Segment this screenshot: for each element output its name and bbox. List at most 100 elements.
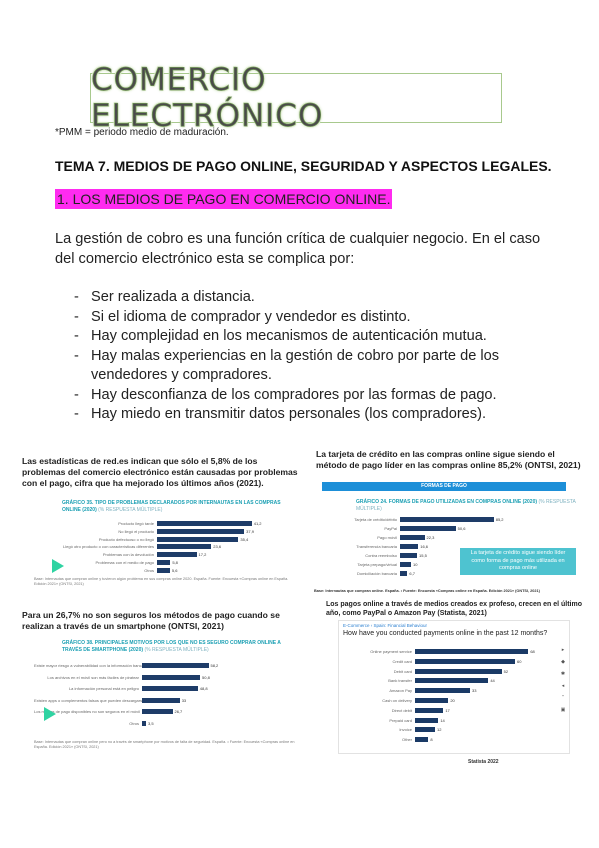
bar — [157, 552, 197, 558]
bar-value: 20 — [450, 698, 455, 703]
bar-value: 5,6 — [171, 567, 178, 573]
list-item: - Hay desconfianza de los compradores por… — [74, 386, 497, 403]
bar-row: Otros 5,6 — [62, 567, 177, 574]
bar-row: Prepaid card 14 — [345, 717, 445, 724]
bar — [415, 658, 515, 664]
chart-title: GRÁFICO 35. TIPO DE PROBLEMAS DECLARADOS… — [62, 500, 281, 513]
bar-row: Llegó otro producto o con característica… — [62, 543, 221, 550]
bar-label: Otros — [129, 720, 139, 726]
bar — [142, 674, 201, 680]
bar-label: Amazon Pay — [389, 688, 412, 694]
bar-value: 35,4 — [240, 536, 249, 542]
pmm-note: *PMM = periodo medio de maduración. — [55, 127, 229, 138]
bar-label: Los medios de pago disponibles no son se… — [34, 709, 140, 714]
settings-icon[interactable]: ✱ — [560, 671, 566, 677]
bar-value: 8 — [430, 737, 433, 743]
bar-row: Pago móvil 22,3 — [322, 534, 434, 541]
bar — [157, 528, 245, 534]
panel-caption: La tarjeta de crédito en las compras onl… — [316, 449, 581, 470]
bar-value: 17,2 — [198, 552, 207, 558]
bar-label: Direct debit — [391, 707, 412, 713]
bar-value: 50,6 — [457, 526, 466, 531]
bar-label: Online payment service — [370, 649, 412, 654]
bar — [415, 737, 429, 743]
bar-label: Tarjeta prepago/virtual — [357, 562, 397, 567]
bar-value: 60 — [517, 658, 522, 664]
bar — [142, 697, 180, 703]
bar-value: 23,6 — [213, 544, 222, 550]
bar-label: Domiciliación bancaria — [356, 571, 397, 576]
bar-row: Amazon Pay 33 — [345, 687, 476, 694]
statista-screenshot: E-Commerce › Spain: Financial Behaviour … — [338, 620, 570, 754]
bar-row: Domiciliación bancaria 6,7 — [322, 570, 415, 577]
pin-icon[interactable]: ▸ — [561, 647, 565, 653]
bar — [400, 562, 411, 567]
bell-icon[interactable]: ◆ — [561, 659, 565, 665]
bar-value: 12 — [437, 727, 442, 733]
bar-row: Other 8 — [345, 736, 433, 743]
bar-row: Tarjeta prepago/virtual 10 — [322, 561, 417, 568]
bar-row: Cash on delivery 20 — [345, 697, 455, 704]
bar-label: Cash on delivery — [382, 698, 412, 703]
share-icon[interactable]: ◂ — [561, 683, 565, 689]
bar-label: Problemas con el medio de pago — [95, 560, 154, 565]
bar — [142, 686, 198, 691]
panel-caption: Para un 26,7% no son seguros los métodos… — [22, 610, 280, 631]
bar-label: Debit card — [393, 668, 412, 674]
print-icon[interactable]: ▣ — [560, 707, 566, 713]
bar-row: PayPal 50,6 — [322, 525, 465, 532]
bar-label: Bank transfer — [388, 678, 412, 684]
bar-chart-problems: Producto llegó tarde 41,2 No llegó el prod… — [62, 520, 282, 576]
tema-heading: TEMA 7. MEDIOS DE PAGO ONLINE, SEGURIDAD… — [55, 158, 552, 174]
highlight-arrow-icon — [52, 559, 64, 573]
bar-value: 48,8 — [199, 686, 208, 691]
bar-row: Los archivos en el móvil son más fáciles… — [34, 674, 210, 681]
bar — [415, 717, 439, 723]
bar — [400, 535, 425, 540]
bar-value: 26,7 — [174, 709, 183, 714]
bar-row: Existen apps o complementos falsos que p… — [34, 697, 186, 704]
bar-chart-payment-methods: Tarjeta de crédito/débito 85,2 PayPal 50,6 P… — [322, 516, 522, 580]
bar-label: Llegó otro producto o con característica… — [63, 544, 154, 550]
bar-label: Tarjeta de crédito/débito — [354, 517, 397, 522]
bar-label: Existe mayor riesgo a vulnerabilidad con… — [34, 663, 142, 668]
quote-icon[interactable]: “ — [562, 695, 564, 701]
panel-caption: Las estadísticas de red.es indican que s… — [22, 456, 298, 488]
bar-row: Online payment service 68 — [345, 648, 535, 655]
panel-caption: Los pagos online a través de medios crea… — [326, 601, 582, 617]
bar-row: Producto llegó tarde 41,2 — [62, 520, 262, 527]
bar-value: 41,2 — [253, 521, 262, 526]
bar-row: Bank transfer 44 — [345, 677, 495, 684]
bar-row: Transferencia bancaria 16,6 — [322, 543, 428, 550]
bar-label: La información personal está en peligro — [68, 686, 139, 691]
bar-chart-smartphone: Existe mayor riesgo a vulnerabilidad con… — [34, 662, 234, 734]
bar-chart-statista: Online payment service 68 Credit card 60 Deb… — [345, 648, 545, 748]
bar — [400, 544, 419, 549]
bar-row: Problemas con la devolución 17,2 — [62, 551, 206, 558]
bar-row: Problemas con el medio de pago 5,8 — [62, 559, 178, 566]
bar-row: La información personal está en peligro 4… — [34, 685, 208, 692]
bar — [415, 688, 470, 694]
bar-row: Debit card 52 — [345, 668, 508, 675]
bar — [142, 663, 209, 668]
list-item: - Hay miedo en transmitir datos personale… — [74, 406, 487, 422]
callout-box: La tarjeta de crédito sigue siendo líder… — [460, 548, 576, 575]
bar-row: No llegó el producto 37,9 — [62, 528, 254, 535]
bar — [142, 720, 146, 726]
chart-source: Base: Internautas que compran online y t… — [34, 577, 289, 586]
highlight-arrow-icon — [44, 707, 56, 721]
bar-label: PayPal — [384, 526, 397, 531]
bar-row: Contra reembolso 15,5 — [322, 552, 427, 559]
bar-label: Pago móvil — [377, 535, 397, 540]
bar — [415, 668, 502, 674]
bar — [415, 727, 435, 733]
bar — [415, 649, 529, 654]
panel-smartphone-security: Para un 26,7% no son seguros los métodos… — [14, 605, 314, 755]
bar-value: 16,6 — [420, 544, 429, 549]
tool-sidebar: ▸ ◆ ✱ ◂ “ ▣ — [559, 647, 567, 717]
chart-footer: Statista 2022 — [468, 759, 499, 765]
bar-value: 33 — [181, 697, 187, 703]
bar-value: 17 — [445, 707, 450, 713]
panel-statista: Los pagos online a través de medios crea… — [320, 598, 588, 770]
bar-label: Credit card — [392, 658, 412, 664]
